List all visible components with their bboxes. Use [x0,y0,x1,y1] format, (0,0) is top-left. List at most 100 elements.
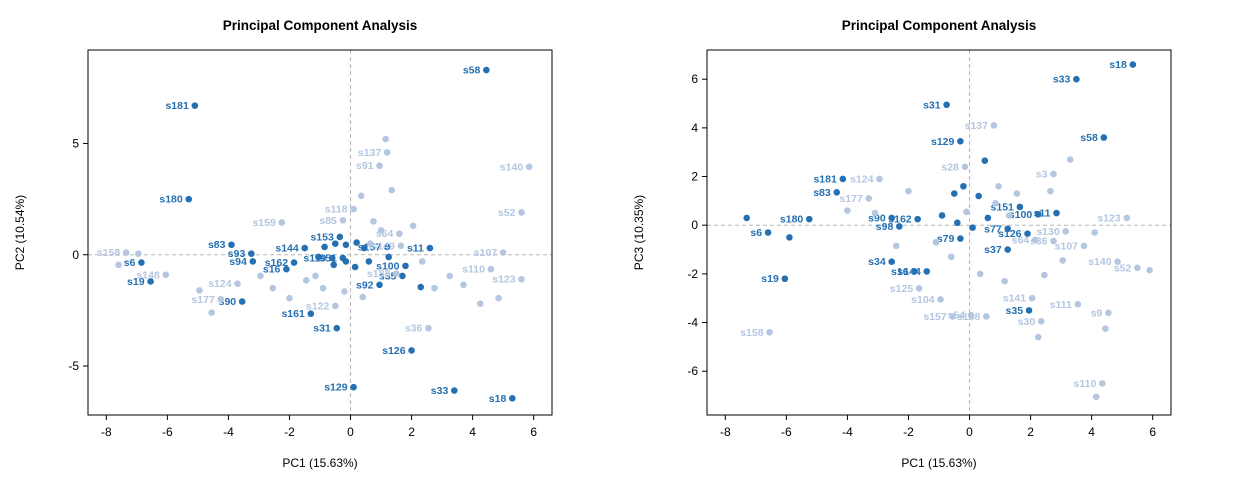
data-point [990,122,998,129]
data-point [330,261,338,269]
point-label: s123 [492,274,516,286]
point-label: s188 [957,311,981,323]
point-label: s126 [998,228,1022,240]
data-point [426,244,434,252]
data-point [307,310,315,318]
data-point [312,272,319,280]
data-point [1123,214,1131,222]
data-point [228,241,235,249]
data-point [360,244,368,252]
data-point [957,137,964,145]
data-point [208,309,215,316]
data-point [248,250,255,257]
point-label: s110 [462,264,485,276]
data-point [185,195,193,203]
point-label: s52 [498,207,516,219]
point-label: s181 [813,173,837,185]
data-point [915,285,923,292]
x-axis-label: PC1 (15.63%) [901,456,976,470]
data-point [319,284,327,292]
data-point [1066,156,1074,163]
point-label: s37 [984,244,1002,256]
data-point [357,192,365,200]
point-label: s125 [890,283,914,295]
point-label: s180 [159,194,183,206]
point-label: s11 [407,243,424,255]
data-point [399,272,406,280]
data-point [359,293,367,301]
data-point [1134,264,1141,272]
point-label: s94 [229,256,247,268]
x-tick-label: 4 [469,425,476,439]
data-point [217,295,225,303]
data-point [876,175,883,183]
point-label: s158 [740,327,764,339]
data-point [518,209,525,216]
y-tick-label: -6 [687,364,698,378]
point-label: s148 [136,269,160,281]
y-axis-label: PC2 (10.54%) [13,195,27,270]
data-point [1059,257,1066,264]
data-point [286,294,293,302]
data-point [1034,210,1042,218]
x-tick-label: -8 [101,425,112,439]
data-point [234,280,241,287]
point-label: s28 [941,161,959,173]
data-point [1031,236,1039,244]
data-point [865,195,873,202]
x-tick-label: 2 [408,425,415,439]
data-point [238,298,246,305]
data-point [249,258,257,265]
data-point [949,313,957,320]
point-label: s58 [1080,132,1098,144]
data-point [1053,209,1060,217]
data-point [967,311,975,319]
point-label: s54 [948,310,966,322]
data-point [385,253,392,261]
point-label: s35 [379,270,397,282]
x-tick-label: 6 [1149,425,1156,439]
point-label: s31 [313,323,331,335]
data-point [342,258,350,265]
x-tick-label: 4 [1088,425,1095,439]
point-label: s91 [356,160,374,172]
data-point [367,240,374,247]
data-point [871,209,879,217]
x-tick-label: -2 [903,425,914,439]
x-tick-label: -8 [720,425,731,439]
data-point [1013,190,1021,197]
data-point [1005,212,1013,219]
x-tick-label: -4 [223,425,234,439]
data-point [376,162,383,170]
point-label: s77 [984,223,1002,235]
data-point [278,219,286,226]
data-point [1102,325,1109,332]
data-point [844,207,851,214]
data-point [992,200,999,207]
point-label: s11 [1034,208,1051,220]
data-point [525,163,533,171]
data-point [350,205,357,213]
data-point [888,214,895,222]
data-point [1047,187,1054,195]
point-label: s188 [367,268,391,280]
data-point [984,214,992,222]
point-label: s93 [228,248,246,260]
data-point [932,238,940,246]
data-point [1105,309,1112,317]
point-label: s153 [310,231,334,243]
data-point [954,219,961,227]
point-label: s141 [1003,293,1027,305]
data-point [1100,134,1108,141]
data-point [383,149,391,156]
y-axis-label: PC3 (10.35%) [632,195,646,270]
data-point [257,272,264,280]
data-point [957,235,964,242]
x-tick-label: 0 [966,425,973,439]
data-point [1004,246,1011,253]
data-point [418,258,426,265]
point-label: s144 [275,243,299,255]
data-point [431,284,438,292]
point-label: s31 [923,99,941,111]
point-label: s161 [281,308,305,320]
